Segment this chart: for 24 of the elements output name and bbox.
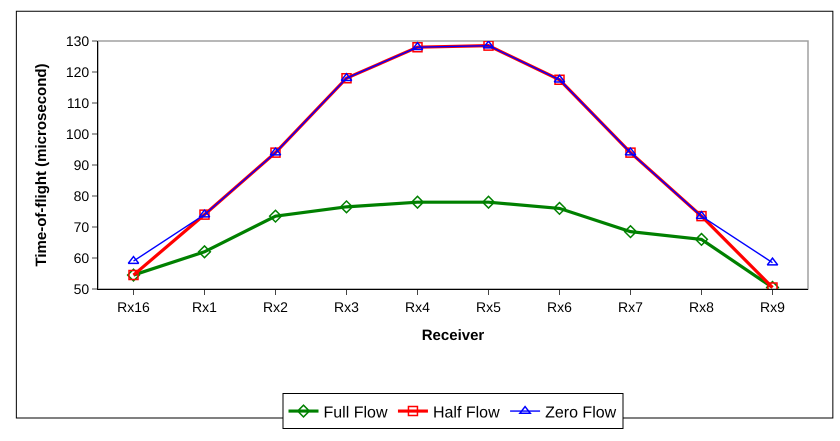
x-tick-label: Rx2 [263,298,288,315]
legend-label: Half Flow [432,404,500,422]
x-tick-label: Rx16 [117,298,150,315]
x-tick-label: Rx7 [618,298,644,315]
y-tick-label: 110 [66,94,90,111]
legend-label: Full Flow [324,404,388,422]
y-tick-label: 70 [74,218,90,235]
x-tick-label: Rx8 [689,298,714,315]
x-tick-label: Rx3 [334,298,360,315]
x-tick-label: Rx6 [547,298,572,315]
legend-label: Zero Flow [545,404,617,422]
y-tick-label: 130 [66,32,90,49]
y-tick-label: 120 [66,64,90,80]
y-tick-label: 100 [66,126,90,142]
y-axis-title: Time-of-flight (microsecond) [33,63,50,267]
y-tick-label: 50 [74,280,90,297]
x-tick-label: Rx4 [405,298,430,315]
x-tick-label: Rx1 [192,298,218,315]
y-tick-label: 80 [74,188,90,204]
y-tick-label: 60 [74,250,90,266]
x-axis-title: Receiver [422,326,484,344]
y-tick-label: 90 [74,156,90,173]
x-tick-label: Rx9 [760,298,786,315]
x-tick-label: Rx5 [476,298,502,315]
